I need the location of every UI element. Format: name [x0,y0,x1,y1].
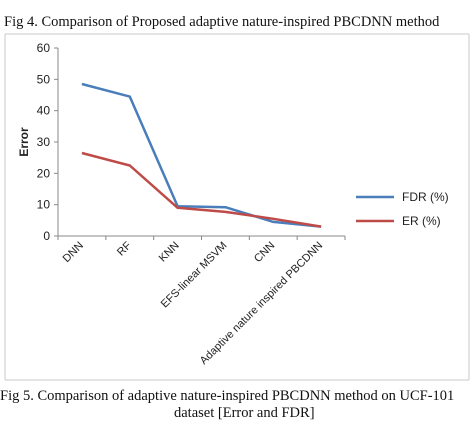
series-lines [81,82,322,228]
y-axis-title: Error [17,127,31,157]
y-tick-label: 50 [37,72,51,86]
y-tick-label: 10 [37,198,51,212]
figure-5-caption-line-1: Fig 5. Comparison of adaptive nature-ins… [0,388,455,404]
y-tick-label: 30 [37,135,51,149]
series-line-1 [81,151,322,228]
x-category-label: CNN [252,240,277,265]
series-line-0 [81,82,322,228]
x-category-label: RF [115,239,134,258]
figure-4-caption: Fig 4. Comparison of Proposed adaptive n… [4,14,440,30]
figure-5-caption-line-2: dataset [Error and FDR] [174,405,315,421]
legend-label-1: ER (%) [402,214,441,228]
x-category-label: KNN [157,240,182,265]
y-tick-label: 20 [37,166,51,180]
y-tick-label: 0 [43,229,50,243]
legend: FDR (%) ER (%) [356,190,449,228]
y-tick-label: 60 [37,41,51,55]
x-category-label: DNN [61,240,86,265]
y-tick-label: 40 [37,104,51,118]
legend-label-0: FDR (%) [402,190,449,204]
